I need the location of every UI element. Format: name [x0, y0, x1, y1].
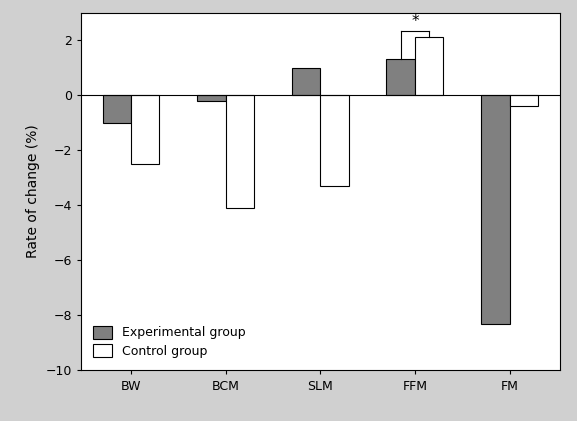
Bar: [292, 68, 320, 95]
Bar: [415, 37, 443, 95]
Bar: [131, 95, 159, 164]
Bar: [387, 59, 415, 95]
Bar: [509, 95, 538, 106]
Bar: [103, 95, 131, 123]
Legend: Experimental group, Control group: Experimental group, Control group: [87, 320, 252, 364]
Bar: [226, 95, 254, 208]
Text: *: *: [411, 14, 419, 29]
Bar: [481, 95, 509, 324]
Bar: [197, 95, 226, 101]
Bar: [320, 95, 349, 186]
Y-axis label: Rate of change (%): Rate of change (%): [26, 125, 40, 258]
